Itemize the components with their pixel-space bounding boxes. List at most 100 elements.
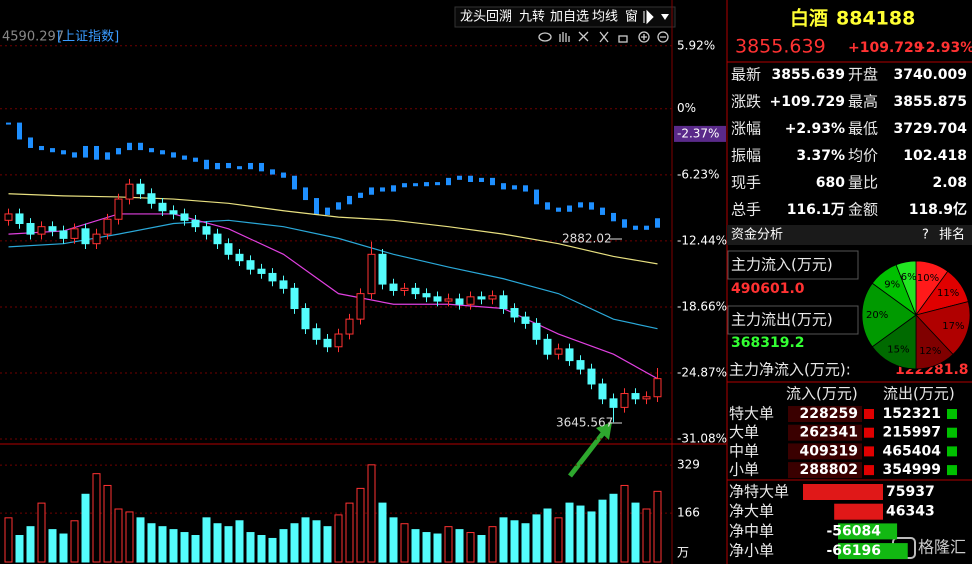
icon-zoom-in[interactable]: [638, 31, 650, 43]
overlay-candle: [578, 202, 583, 208]
toolbar-button[interactable]: 均线: [592, 10, 618, 25]
candle-body: [367, 253, 376, 295]
overlay-candle: [347, 195, 352, 205]
volume-bar: [598, 499, 607, 563]
quote-value: 116.1万: [787, 202, 845, 218]
volume-bar: [180, 532, 189, 563]
y-tick-label: -12.44%: [677, 233, 727, 247]
candle-body: [400, 287, 409, 291]
overlay-candle: [50, 148, 55, 153]
quote-value: 118.9亿: [909, 201, 967, 218]
candle-body: [147, 193, 156, 204]
candle-body: [246, 260, 255, 270]
candle-body: [554, 348, 563, 355]
volume-bar: [323, 526, 332, 563]
overlay-candle: [325, 207, 330, 215]
overlay-candle: [182, 155, 187, 160]
help-button[interactable]: ?: [922, 228, 929, 243]
pie-label: 12%: [919, 346, 941, 357]
y-tick-label: 0%: [677, 101, 696, 115]
candle-body: [499, 295, 508, 310]
candle-body: [92, 233, 101, 245]
volume-bar: [81, 493, 90, 563]
volume-bar: [466, 532, 475, 563]
flow-cell: [788, 424, 862, 441]
icon-hand[interactable]: [559, 32, 570, 42]
overlay-candle: [402, 183, 407, 188]
overlay-candle: [193, 157, 198, 162]
overlay-candle: [105, 152, 110, 160]
overlay-candle: [435, 182, 440, 186]
watermark-text: 格隆汇: [918, 538, 966, 557]
quote-label: 最高: [848, 93, 878, 111]
icon-collapse[interactable]: [643, 9, 654, 25]
overlay-candle: [28, 137, 33, 148]
candle-body: [257, 268, 266, 274]
icon-scissor[interactable]: [599, 31, 609, 43]
chart-tools: [538, 31, 669, 43]
overlay-candle: [622, 219, 627, 228]
overlay-candle: [600, 207, 605, 215]
overlay-candle: [534, 189, 539, 205]
volume-bar: [400, 523, 409, 563]
rank-button[interactable]: 排名: [939, 227, 965, 243]
candle-body: [345, 318, 354, 335]
overlay-candle: [248, 162, 253, 170]
volume-bar: [565, 502, 574, 563]
overlay-candle: [259, 162, 264, 172]
net-bar: [838, 523, 898, 540]
candle-body: [587, 368, 596, 385]
candle-body: [356, 293, 365, 320]
volume-bar: [4, 517, 13, 563]
toolbar-button[interactable]: 龙头回溯: [460, 9, 512, 25]
net-bar: [803, 484, 883, 500]
candle-body: [59, 230, 68, 239]
toolbar-button[interactable]: 窗: [625, 9, 638, 25]
candle-body: [312, 328, 321, 340]
icon-cross[interactable]: [578, 31, 589, 42]
overlay-candle: [226, 162, 231, 169]
overlay-candle: [149, 148, 154, 153]
overlay-candle: [127, 142, 132, 151]
moving-average: [8, 219, 658, 330]
candle-body: [191, 219, 200, 228]
fund-title: 资金分析: [731, 227, 783, 243]
net-label: 净大单: [729, 502, 774, 520]
candle-body: [334, 333, 343, 348]
quote-label: 开盘: [848, 66, 878, 84]
candle-body: [598, 383, 607, 400]
pie-label: 15%: [887, 345, 909, 356]
quote-value: 680: [816, 175, 845, 191]
candle-body: [48, 226, 57, 232]
overlay-candle: [116, 148, 121, 155]
toolbar-button[interactable]: 九转: [519, 10, 545, 25]
quote-label: 涨跌: [731, 93, 761, 111]
flow-marker: [864, 409, 874, 419]
candle-body: [125, 183, 134, 200]
volume-bar: [488, 526, 497, 563]
overlay-candle: [468, 175, 473, 182]
candle-body: [81, 228, 90, 245]
icon-dropdown[interactable]: [661, 14, 669, 20]
overlay-candle: [457, 175, 462, 180]
overlay-candle: [523, 185, 528, 192]
toolbar-button[interactable]: 加自选: [550, 10, 589, 25]
icon-zoom-out[interactable]: [657, 31, 669, 43]
volume-bar: [499, 517, 508, 563]
outflow-value: 368319.2: [731, 335, 805, 351]
overlay-candle: [545, 202, 550, 210]
quote-value: 3855.639: [771, 67, 845, 83]
icon-eye[interactable]: [538, 32, 552, 42]
icon-lock[interactable]: [618, 35, 628, 43]
overlay-candle: [380, 187, 385, 192]
candle-body: [631, 393, 640, 400]
volume-bar: [653, 490, 662, 563]
quote-value: +109.729: [770, 94, 846, 110]
candle-body: [565, 348, 574, 362]
volume-bar: [15, 535, 24, 563]
pie-label: 6%: [901, 272, 917, 283]
overlay-candle: [292, 175, 297, 190]
volume-bar: [114, 508, 123, 563]
outflow-box: [727, 305, 859, 335]
